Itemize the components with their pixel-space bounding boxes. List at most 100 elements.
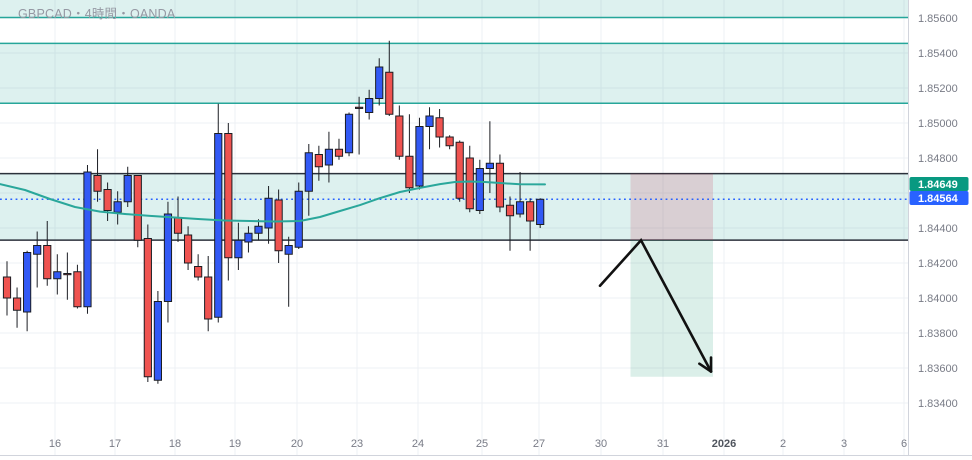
svg-text:1.84649: 1.84649 <box>918 179 958 191</box>
candle <box>284 236 293 307</box>
candle <box>294 182 303 249</box>
candle <box>153 291 163 384</box>
price-tick-label: 1.84800 <box>918 153 958 165</box>
time-tick-label: 6 <box>901 438 907 450</box>
candle <box>425 107 434 150</box>
upper-band <box>0 0 908 18</box>
price-tick-label: 1.83600 <box>918 363 958 375</box>
candle <box>2 261 12 316</box>
time-tick-label: 2 <box>780 438 786 450</box>
candle <box>435 109 444 148</box>
candle <box>274 189 283 263</box>
supply-zone <box>0 43 908 104</box>
candle <box>515 172 525 218</box>
time-tick-label: 18 <box>169 438 181 450</box>
candle <box>123 166 132 207</box>
candle <box>63 252 72 300</box>
price-tick-label: 1.85200 <box>918 83 958 95</box>
candle <box>183 226 193 270</box>
supply-demand-zones <box>0 0 908 241</box>
time-tick-label: 25 <box>476 438 488 450</box>
time-tick-label: 20 <box>291 438 303 450</box>
candle <box>93 149 102 202</box>
candle <box>334 138 344 160</box>
candle <box>234 222 243 270</box>
candle <box>344 112 354 157</box>
time-tick-label: 2026 <box>712 438 736 450</box>
candle <box>365 89 374 120</box>
candle <box>505 196 515 251</box>
candle <box>475 159 484 214</box>
candle <box>324 131 334 183</box>
svg-text:1.84564: 1.84564 <box>918 193 959 205</box>
time-tick-label: 27 <box>533 438 545 450</box>
target-box[interactable] <box>630 240 714 377</box>
candle <box>194 254 203 281</box>
candle <box>254 219 263 241</box>
ema-line <box>0 180 546 223</box>
candle <box>526 198 535 251</box>
price-tick-label: 1.85600 <box>918 13 958 25</box>
demand-zone <box>0 173 908 241</box>
ema-path <box>0 180 546 223</box>
last-price-badge: 1.84564 <box>909 191 969 205</box>
candle <box>53 254 62 295</box>
candle <box>224 123 233 281</box>
arrow-line[interactable] <box>598 238 713 373</box>
candle <box>405 114 414 193</box>
price-tick-label: 1.84400 <box>918 223 958 235</box>
candle <box>485 121 494 193</box>
candle <box>133 175 142 248</box>
candle <box>113 191 122 225</box>
candle <box>33 231 42 288</box>
candle <box>455 140 464 202</box>
candle <box>83 165 92 314</box>
candle <box>163 201 173 323</box>
time-tick-label: 24 <box>412 438 424 450</box>
price-tick-label: 1.83400 <box>918 398 958 410</box>
candle <box>73 264 82 309</box>
candle <box>214 103 223 323</box>
candle <box>244 226 253 253</box>
candle <box>43 221 52 286</box>
candle <box>375 58 384 106</box>
ma-value-badge: 1.84649 <box>909 177 969 191</box>
time-axis[interactable]: 16 17 18 19 20 23 24 25 27 30 31 2026 2 3 6 <box>0 438 972 456</box>
price-tick-label: 1.84000 <box>918 293 958 305</box>
candle <box>445 135 454 150</box>
candle <box>536 198 545 228</box>
arrow-head <box>698 362 713 373</box>
candle <box>143 224 152 382</box>
symbol-title[interactable]: GBPCAD・4時間・OANDA <box>18 7 176 21</box>
price-tick-label: 1.85400 <box>918 48 958 60</box>
candle <box>103 182 112 221</box>
candle <box>465 145 474 213</box>
candlestick-series <box>2 40 545 384</box>
time-tick-label: 19 <box>229 438 241 450</box>
time-tick-label: 3 <box>841 438 847 450</box>
price-tick-label: 1.84200 <box>918 258 958 270</box>
price-tick-label: 1.83800 <box>918 328 958 340</box>
candle <box>304 144 313 216</box>
candle <box>355 96 364 155</box>
price-tick-label: 1.85000 <box>918 118 958 130</box>
candle <box>23 250 32 332</box>
risk-box[interactable] <box>630 173 714 241</box>
projection-boxes[interactable] <box>630 173 714 377</box>
candle <box>385 40 394 116</box>
candle <box>12 287 22 328</box>
trend-arrow[interactable] <box>598 238 713 373</box>
time-tick-label: 16 <box>49 438 61 450</box>
candle <box>264 186 273 244</box>
candle <box>415 117 424 190</box>
time-tick-label: 30 <box>595 438 607 450</box>
candle <box>395 105 404 160</box>
time-tick-label: 23 <box>351 438 363 450</box>
price-axis[interactable]: 1.85600 1.85400 1.85200 1.85000 1.84800 1.844… <box>908 0 969 455</box>
candle <box>314 145 323 181</box>
time-tick-label: 17 <box>109 438 121 450</box>
time-tick-label: 31 <box>657 438 669 450</box>
